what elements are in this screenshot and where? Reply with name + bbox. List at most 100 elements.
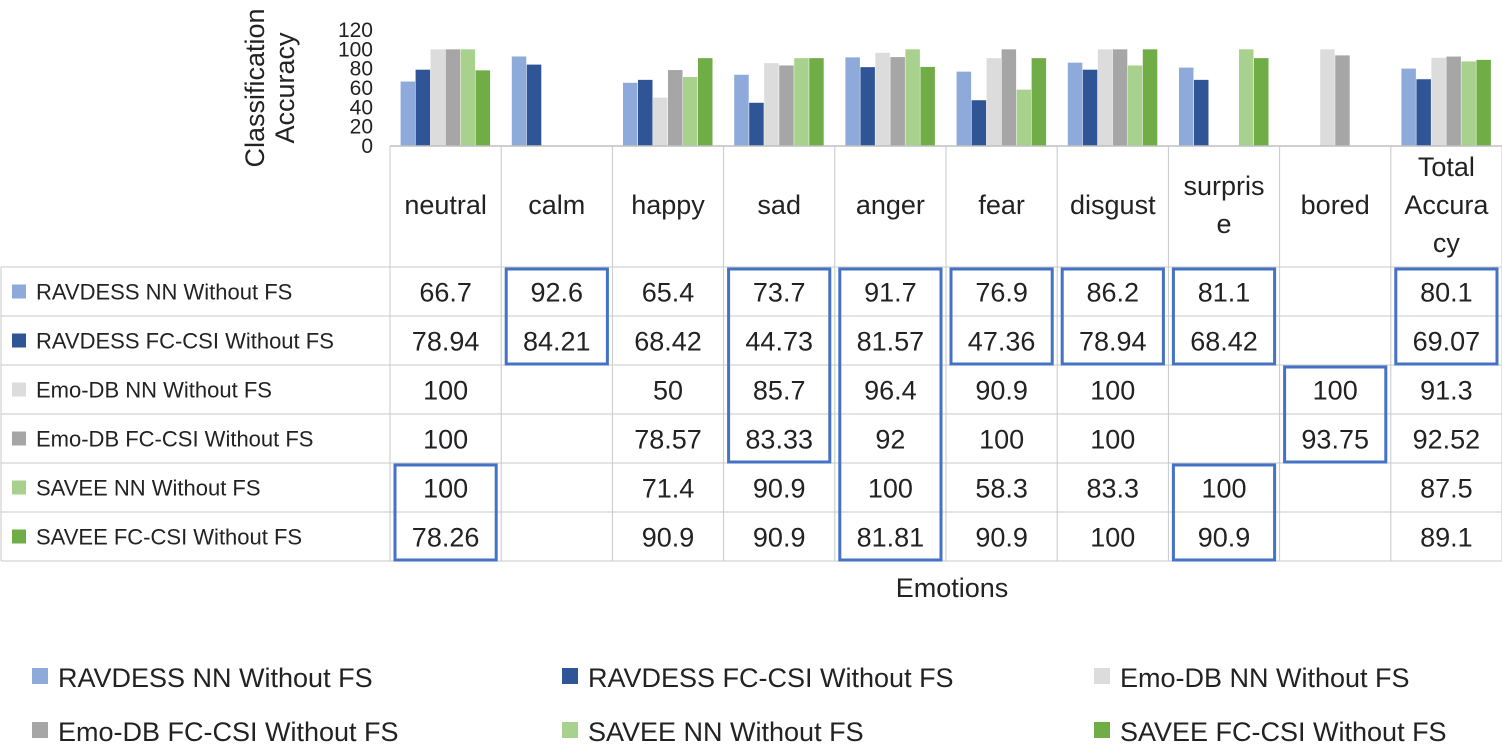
highlight-box-disgust <box>1060 267 1165 366</box>
bar-emo-db-fc-csi-without-fs-disgust <box>1112 49 1128 147</box>
data-label: 93.75 <box>1301 425 1369 455</box>
highlight-box-sad <box>727 267 832 464</box>
data-label: 100 <box>979 425 1024 455</box>
bar-emo-db-nn-without-fs-happy <box>653 97 668 146</box>
bar-emo-db-fc-csi-without-fs-happy <box>668 70 683 146</box>
data-label: 87.5 <box>1420 474 1473 504</box>
bar-ravdess-fc-csi-without-fs-fear <box>971 100 987 146</box>
category-label: sad <box>757 190 801 220</box>
legend-label: Emo-DB FC-CSI Without FS <box>58 717 399 747</box>
row-swatch-ravdess-fc-csi-without-fs <box>12 333 26 348</box>
y-tick-label: 100 <box>338 38 373 61</box>
data-label: 100 <box>1090 425 1135 455</box>
data-label: 92.6 <box>531 278 584 308</box>
legend-swatch-savee-nn-without-fs <box>562 722 578 738</box>
data-label: 91.7 <box>864 278 917 308</box>
bar-ravdess-fc-csi-without-fs-sad <box>749 102 764 146</box>
y-tick-label: 20 <box>350 116 373 139</box>
data-label: 100 <box>868 474 913 504</box>
data-label: 92.52 <box>1413 425 1481 455</box>
row-swatch-savee-nn-without-fs <box>12 480 26 495</box>
row-label: Emo-DB FC-CSI Without FS <box>36 427 313 452</box>
bar-savee-fc-csi-without-fs-sad <box>809 58 824 146</box>
bar-ravdess-fc-csi-without-fs-calm <box>526 64 542 146</box>
data-label: 100 <box>423 376 468 406</box>
bar-ravdess-fc-csi-without-fs-surprise <box>1194 79 1209 146</box>
bar-savee-fc-csi-without-fs-surprise <box>1254 58 1269 146</box>
bar-ravdess-nn-without-fs-disgust <box>1067 62 1083 146</box>
data-label: 50 <box>653 376 683 406</box>
legend-label: RAVDESS FC-CSI Without FS <box>588 663 954 693</box>
bar-emo-db-fc-csi-without-fs-fear <box>1001 49 1017 147</box>
bar-ravdess-nn-without-fs-anger <box>845 57 860 146</box>
category-label: cy <box>1433 228 1461 258</box>
category-label: anger <box>856 190 925 220</box>
bar-emo-db-nn-without-fs-sad <box>764 63 779 147</box>
data-label: 90.9 <box>975 523 1028 553</box>
data-label: 58.3 <box>975 474 1028 504</box>
legend-label: Emo-DB NN Without FS <box>1120 663 1410 693</box>
highlight-box-total-accuracy <box>1394 267 1499 366</box>
bar-emo-db-nn-without-fs-fear <box>986 58 1002 146</box>
bar-savee-nn-without-fs-disgust <box>1127 65 1143 146</box>
data-label: 78.94 <box>412 327 480 357</box>
data-label: 68.42 <box>1190 327 1258 357</box>
bar-emo-db-fc-csi-without-fs-sad <box>779 65 794 146</box>
data-label: 78.57 <box>634 425 702 455</box>
bar-savee-nn-without-fs-happy <box>683 76 698 146</box>
y-tick-label: 120 <box>338 19 373 42</box>
bar-emo-db-nn-without-fs-totalaccuracy <box>1431 57 1446 146</box>
highlight-box-surprise <box>1171 463 1277 562</box>
legend-label: SAVEE NN Without FS <box>588 717 864 747</box>
data-label: 66.7 <box>419 278 472 308</box>
bar-savee-fc-csi-without-fs-neutral <box>475 70 491 146</box>
bar-savee-nn-without-fs-totalaccuracy <box>1461 61 1476 146</box>
bar-savee-nn-without-fs-neutral <box>460 49 476 147</box>
data-label: 90.9 <box>642 523 695 553</box>
y-tick-label: 0 <box>361 135 373 158</box>
data-label: 76.9 <box>975 278 1028 308</box>
data-label: 65.4 <box>642 278 695 308</box>
row-label: RAVDESS FC-CSI Without FS <box>36 329 334 354</box>
highlight-box-bored <box>1283 365 1388 464</box>
bar-ravdess-nn-without-fs-totalaccuracy <box>1401 68 1416 146</box>
data-label: 78.94 <box>1079 327 1147 357</box>
data-label: 81.1 <box>1198 278 1251 308</box>
bar-emo-db-fc-csi-without-fs-anger <box>890 57 905 146</box>
bar-emo-db-fc-csi-without-fs-bored <box>1335 55 1350 146</box>
data-label: 83.3 <box>1087 474 1140 504</box>
category-label: e <box>1216 209 1231 239</box>
bar-ravdess-fc-csi-without-fs-happy <box>638 79 653 146</box>
legend-swatch-ravdess-fc-csi-without-fs <box>562 668 578 684</box>
bar-ravdess-nn-without-fs-surprise <box>1179 67 1194 146</box>
bar-savee-nn-without-fs-sad <box>794 58 809 146</box>
data-label: 90.9 <box>753 474 806 504</box>
legend-label: RAVDESS NN Without FS <box>58 663 373 693</box>
data-label: 68.42 <box>634 327 702 357</box>
row-swatch-ravdess-nn-without-fs <box>12 284 26 299</box>
data-label: 90.9 <box>975 376 1028 406</box>
y-tick-label: 80 <box>350 58 373 81</box>
data-label: 83.33 <box>745 425 813 455</box>
data-label: 73.7 <box>753 278 806 308</box>
highlight-box-anger <box>838 267 943 562</box>
bar-emo-db-nn-without-fs-neutral <box>430 49 446 147</box>
row-label: Emo-DB NN Without FS <box>36 378 272 403</box>
highlight-box-calm <box>504 267 609 366</box>
data-label: 44.73 <box>745 327 813 357</box>
bar-savee-nn-without-fs-surprise <box>1239 49 1254 147</box>
bar-savee-nn-without-fs-anger <box>905 49 920 147</box>
y-tick-label: 60 <box>350 77 373 100</box>
data-label: 91.3 <box>1420 376 1473 406</box>
bar-ravdess-nn-without-fs-happy <box>623 82 638 146</box>
data-label: 80.1 <box>1420 278 1473 308</box>
bar-ravdess-nn-without-fs-fear <box>956 71 972 146</box>
data-label: 100 <box>423 474 468 504</box>
bar-emo-db-nn-without-fs-bored <box>1320 49 1335 147</box>
category-label: fear <box>978 190 1025 220</box>
highlight-box-neutral <box>393 463 498 562</box>
category-label: neutral <box>404 190 487 220</box>
row-swatch-emo-db-fc-csi-without-fs <box>12 431 26 446</box>
data-label: 92 <box>875 425 905 455</box>
